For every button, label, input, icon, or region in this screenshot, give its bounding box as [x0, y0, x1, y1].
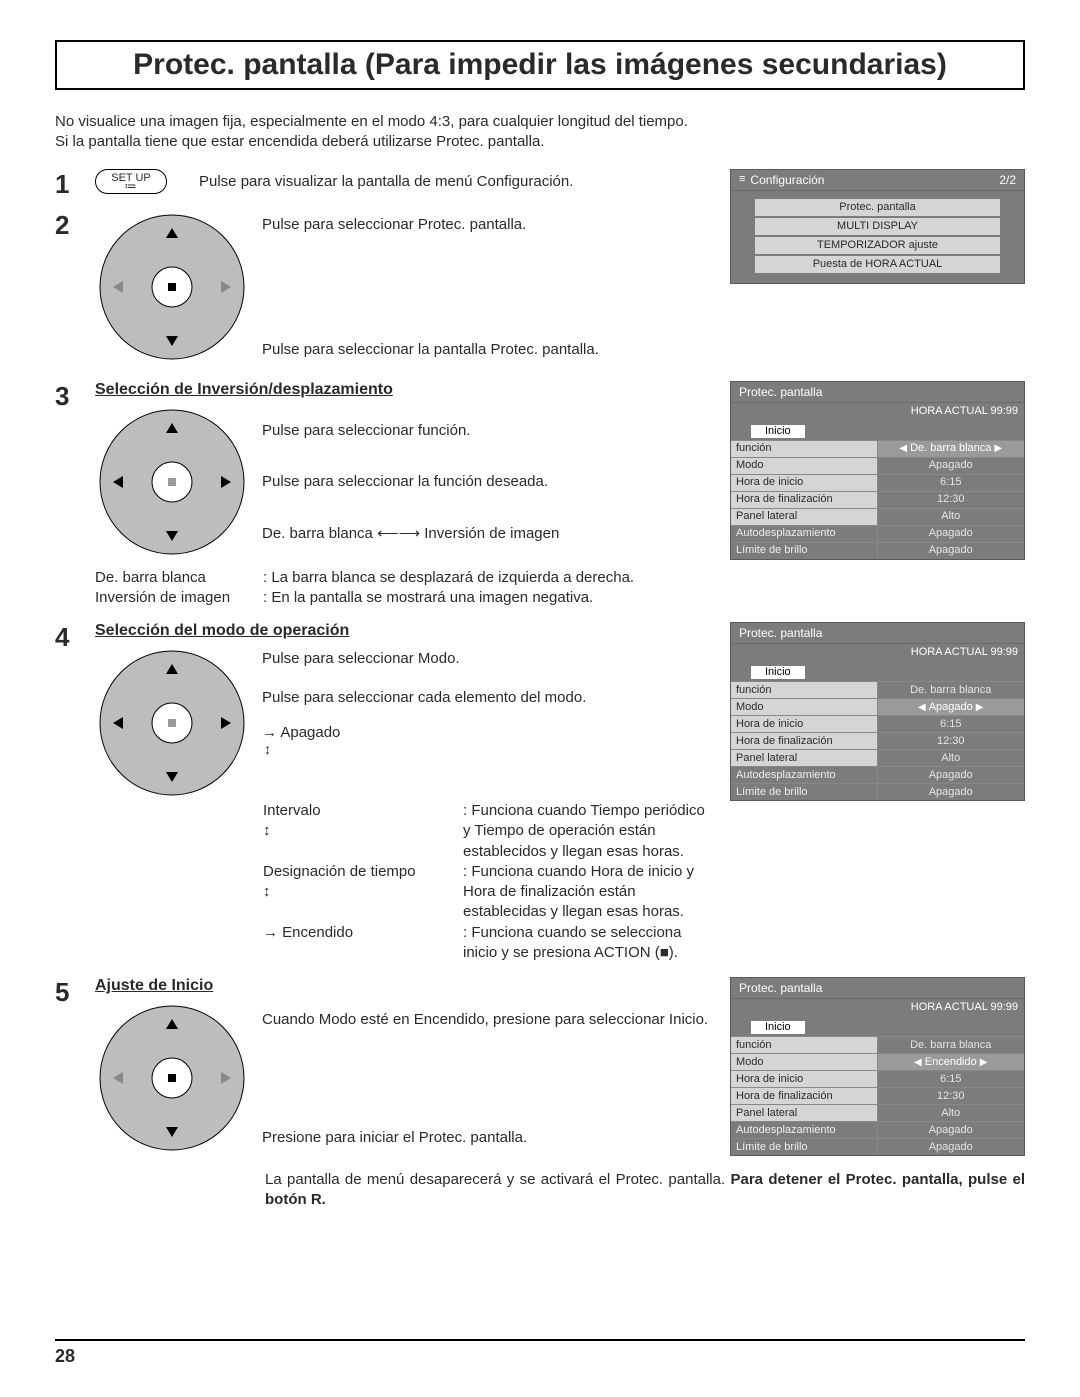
step2-t2: Pulse para seleccionar la pantalla Prote…: [262, 341, 715, 358]
step-3-number: 3: [55, 381, 95, 412]
step5-t1: Cuando Modo esté en Encendido, presione …: [262, 1011, 715, 1028]
step-2-number: 2: [55, 210, 95, 241]
dpad-diagram: [95, 646, 250, 801]
dpad-diagram: [95, 405, 250, 560]
step-5-number: 5: [55, 977, 95, 1008]
osd-protec-3: Protec. pantalla HORA ACTUAL 99:99 Inici…: [730, 381, 1025, 560]
step3-opts: De. barra blanca ⟵⟶ Inversión de imagen: [262, 524, 715, 542]
step-1-number: 1: [55, 169, 95, 200]
intro-text: No visualice una imagen fija, especialme…: [55, 112, 1025, 153]
page-number: 28: [55, 1339, 1025, 1367]
setup-button: SET UP ≔: [95, 169, 167, 195]
step4-flow: → Apagado ↕: [262, 722, 715, 755]
osd-config-menu: ≡Configuración2/2 Protec. pantalla MULTI…: [730, 169, 1025, 284]
step4-t1: Pulse para seleccionar Modo.: [262, 650, 715, 667]
step2-t1: Pulse para seleccionar Protec. pantalla.: [262, 216, 715, 233]
page-title: Protec. pantalla (Para impedir las imáge…: [55, 40, 1025, 90]
step5-heading: Ajuste de Inicio: [95, 977, 715, 995]
dpad-diagram: [95, 210, 250, 365]
step1-text: Pulse para visualizar la pantalla de men…: [199, 173, 573, 190]
step4-heading: Selección del modo de operación: [95, 622, 715, 640]
step5-t2: Presione para iniciar el Protec. pantall…: [262, 1129, 715, 1146]
step3-t1: Pulse para seleccionar función.: [262, 422, 715, 439]
step4-t2: Pulse para seleccionar cada elemento del…: [262, 689, 715, 706]
osd-protec-4: Protec. pantalla HORA ACTUAL 99:99 Inici…: [730, 622, 1025, 801]
dpad-diagram: [95, 1001, 250, 1156]
step5-footer: La pantalla de menú desaparecerá y se ac…: [265, 1170, 1025, 1211]
step3-t2: Pulse para seleccionar la función desead…: [262, 473, 715, 490]
step-4-number: 4: [55, 622, 95, 653]
step3-heading: Selección de Inversión/desplazamiento: [95, 381, 715, 399]
osd-protec-5: Protec. pantalla HORA ACTUAL 99:99 Inici…: [730, 977, 1025, 1156]
